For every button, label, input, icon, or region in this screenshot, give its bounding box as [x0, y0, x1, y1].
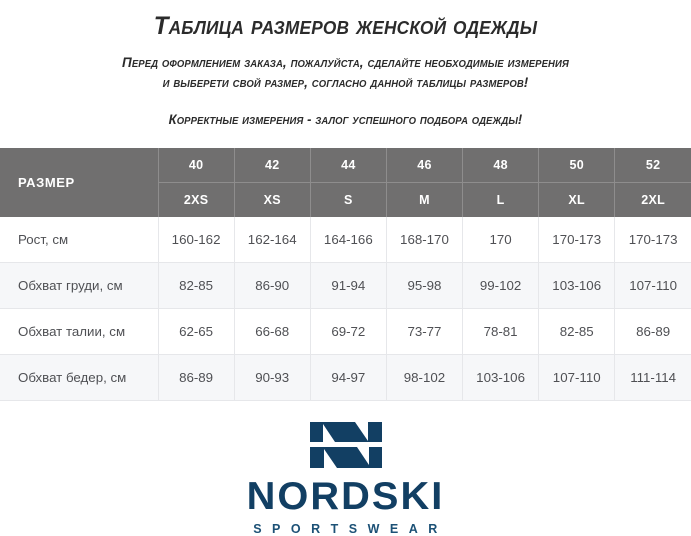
cell-height-40: 160-162: [158, 217, 235, 264]
row-label-chest: Обхват груди, см: [0, 262, 159, 310]
cell-hips-40: 86-89: [158, 354, 235, 402]
cell-waist-50: 82-85: [538, 308, 616, 356]
header-cell-letter-l: L: [462, 182, 540, 218]
row-label-waist: Обхват талии, см: [0, 308, 159, 356]
cell-waist-40: 62-65: [158, 308, 235, 356]
header-cell-size-46: 46: [386, 148, 464, 184]
intro-line-2: и выберети свой размер, согласно данной …: [162, 75, 529, 92]
cell-hips-46: 98-102: [386, 354, 464, 402]
brand-logo: NORDSKI SPORTSWEAR: [0, 419, 691, 536]
cell-height-46: 168-170: [386, 217, 464, 264]
header-cell-letter-m: M: [386, 182, 464, 218]
table-row: Обхват груди, см 82-85 86-90 91-94 95-98…: [0, 262, 691, 310]
cell-height-44: 164-166: [310, 217, 387, 264]
header-cell-letter-xs: XS: [234, 182, 311, 218]
cell-height-50: 170-173: [538, 217, 616, 264]
table-row: Обхват бедер, см 86-89 90-93 94-97 98-10…: [0, 354, 691, 402]
row-label-height: Рост, см: [0, 217, 159, 264]
cell-chest-42: 86-90: [234, 262, 311, 310]
cell-hips-44: 94-97: [310, 354, 387, 402]
header-cell-letter-2xl: 2XL: [614, 182, 691, 218]
page-title: Таблица размеров женской одежды: [153, 12, 538, 40]
header-row-numeric-sizes: РАЗМЕР 40 42 44 46 48 50 52: [0, 148, 691, 218]
nordski-n-mark-icon: [309, 422, 382, 469]
header-row-letter-sizes: 2XS XS S M L XL 2XL: [0, 182, 691, 218]
cell-chest-40: 82-85: [158, 262, 235, 310]
cell-height-52: 170-173: [614, 217, 691, 264]
header-cell-letter-xl: XL: [538, 182, 616, 218]
cell-waist-42: 66-68: [234, 308, 311, 356]
cell-height-48: 170: [462, 217, 540, 264]
cell-height-42: 162-164: [234, 217, 311, 264]
cell-waist-44: 69-72: [310, 308, 387, 356]
header-cell-size-40: 40: [158, 148, 235, 184]
size-table-container: РАЗМЕР 40 42 44 46 48 50 52 2XS XS S M L…: [0, 148, 691, 402]
cell-waist-48: 78-81: [462, 308, 540, 356]
cell-hips-48: 103-106: [462, 354, 540, 402]
header-cell-size-52: 52: [614, 148, 691, 184]
cell-chest-44: 91-94: [310, 262, 387, 310]
header-cell-letter-s: S: [310, 182, 387, 218]
header-cell-size-50: 50: [538, 148, 616, 184]
intro-line-1: Перед оформлением заказа, пожалуйста, сд…: [122, 55, 569, 71]
table-row: Обхват талии, см 62-65 66-68 69-72 73-77…: [0, 308, 691, 356]
table-row: Рост, см 160-162 162-164 164-166 168-170…: [0, 217, 691, 264]
cell-waist-46: 73-77: [386, 308, 464, 356]
size-chart-table: РАЗМЕР 40 42 44 46 48 50 52 2XS XS S M L…: [0, 148, 691, 402]
table-body: Рост, см 160-162 162-164 164-166 168-170…: [0, 217, 691, 402]
cell-hips-42: 90-93: [234, 354, 311, 402]
heading-block: Таблица размеров женской одежды Перед оф…: [0, 0, 691, 127]
header-cell-letter-2xs: 2XS: [158, 182, 235, 218]
logo-wordmark: NORDSKI: [246, 475, 445, 519]
cell-chest-46: 95-98: [386, 262, 464, 310]
header-cell-size-48: 48: [462, 148, 540, 184]
note-line: Корректные измерения - залог успешного п…: [168, 112, 523, 128]
cell-chest-48: 99-102: [462, 262, 540, 310]
cell-waist-52: 86-89: [614, 308, 691, 356]
cell-chest-52: 107-110: [614, 262, 691, 310]
cell-hips-52: 111-114: [614, 354, 691, 402]
row-label-hips: Обхват бедер, см: [0, 354, 159, 402]
logo-tagline: SPORTSWEAR: [253, 522, 448, 536]
cell-chest-50: 103-106: [538, 262, 616, 310]
table-header: РАЗМЕР 40 42 44 46 48 50 52 2XS XS S M L…: [0, 148, 691, 218]
cell-hips-50: 107-110: [538, 354, 616, 402]
header-cell-size-label: РАЗМЕР: [0, 148, 159, 218]
header-cell-size-42: 42: [234, 148, 311, 184]
header-cell-size-44: 44: [310, 148, 387, 184]
